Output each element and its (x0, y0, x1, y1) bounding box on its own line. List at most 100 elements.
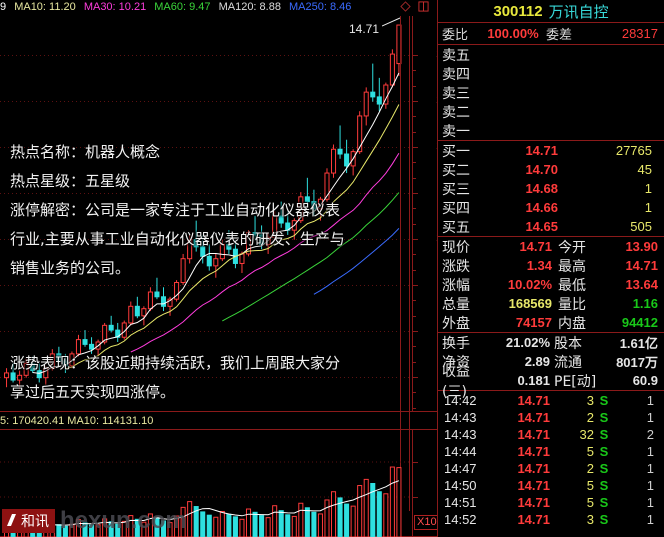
candlestick-series (4, 24, 402, 390)
order-book-row[interactable]: 买三 14.68 1 (438, 179, 664, 198)
statistic-value-2: 1.16 (632, 296, 658, 311)
tick-row[interactable]: 14:50 14.71 5 S 1 (438, 477, 664, 494)
stock-title[interactable]: 300112 万讯自控 (438, 0, 664, 22)
kline-chart-area[interactable]: 9 MA10: 11.20 MA30: 10.21 MA60: 9.47 MA1… (0, 0, 473, 537)
price-axis-tick (413, 101, 418, 102)
tick-volume: 32 (579, 427, 594, 442)
statistic-label: 涨跌 (442, 258, 470, 275)
fundamental-value-2: 1.61亿 (619, 336, 658, 351)
weicha-label: 委差 (546, 28, 573, 43)
tick-time: 14:47 (444, 461, 477, 476)
statistic-label: 外盘 (442, 315, 470, 332)
fundamental-value-2: 60.9 (632, 373, 658, 388)
chart-header-icons (400, 1, 429, 12)
statistic-value: 14.71 (519, 239, 552, 254)
price-axis-minor-tick (413, 162, 416, 164)
price-axis-minor-tick (413, 116, 416, 118)
overlay-hotspot-name: 热点名称：机器人概念 (10, 143, 161, 161)
fundamental-value: 21.02% (505, 335, 550, 350)
fundamental-row: 换手 21.02% 股本 1.61亿 (438, 333, 664, 352)
fundamental-label-2: 流通 (554, 354, 582, 371)
tick-volume: 5 (586, 444, 594, 459)
tick-price: 14.71 (517, 495, 550, 510)
tick-row[interactable]: 14:44 14.71 5 S 1 (438, 443, 664, 460)
statistic-row: 总量 168569 量比 1.16 (438, 294, 664, 313)
buy-order-book[interactable]: 买一 14.71 27765 买二 14.70 45 买三 14.68 1 买四 14.66 1 买五 1… (438, 140, 664, 236)
fundamental-label-2: PE[动] (554, 373, 597, 390)
tick-volume: 2 (586, 461, 594, 476)
order-level-label: 卖五 (442, 47, 470, 64)
price-axis-tick (413, 331, 418, 332)
weibi-value: 100.00% (487, 26, 539, 41)
tick-price: 14.71 (517, 410, 550, 425)
tick-direction: S (599, 427, 609, 442)
tick-price: 14.71 (517, 393, 550, 408)
order-level-label: 卖二 (442, 104, 470, 121)
tick-count: 1 (646, 461, 654, 476)
tick-volume: 3 (586, 512, 594, 527)
order-book-row[interactable]: 卖一 (438, 121, 664, 140)
statistic-row: 涨幅 10.02% 最低 13.64 (438, 275, 664, 294)
price-axis-tick (413, 55, 418, 56)
order-book-row[interactable]: 卖四 (438, 64, 664, 83)
watermark-domain-text: hexun.com (60, 506, 187, 534)
overlay-analysis-line-3: 销售业务的公司。 (10, 259, 131, 277)
square-icon[interactable] (418, 1, 429, 12)
statistic-label-2: 今开 (558, 239, 586, 256)
statistic-row: 现价 14.71 今开 13.90 (438, 237, 664, 256)
tick-price: 14.71 (517, 461, 550, 476)
fundamental-label-2: 股本 (554, 335, 582, 352)
tick-row[interactable]: 14:43 14.71 32 S 2 (438, 426, 664, 443)
tick-volume: 5 (586, 478, 594, 493)
price-grid (0, 16, 412, 411)
ma30-label: MA30: 10.21 (83, 1, 147, 13)
order-price: 14.66 (525, 200, 558, 215)
ma10-label: MA10: 11.20 (14, 1, 76, 13)
tick-direction: S (599, 444, 609, 459)
order-level-label: 卖一 (442, 123, 470, 140)
order-book-row[interactable]: 买一 14.71 27765 (438, 141, 664, 160)
order-level-label: 买三 (442, 181, 470, 198)
statistic-value-2: 13.90 (625, 239, 658, 254)
tick-trade-list[interactable]: 14:42 14.71 3 S 1 14:43 14.71 2 S 1 14:43 14.71 32 S 2… (438, 391, 664, 528)
order-book-row[interactable]: 买二 14.70 45 (438, 160, 664, 179)
tick-row[interactable]: 14:52 14.71 3 S 1 (438, 511, 664, 528)
price-axis-minor-tick (413, 361, 416, 363)
weicha-value: 28317 (621, 26, 658, 41)
price-axis-minor-tick (413, 131, 416, 133)
order-book-row[interactable]: 买五 14.65 505 (438, 217, 664, 236)
order-book-row[interactable]: 卖二 (438, 102, 664, 121)
moving-average-header: 9 MA10: 11.20 MA30: 10.21 MA60: 9.47 MA1… (0, 0, 437, 15)
tick-row[interactable]: 14:47 14.71 2 S 1 (438, 460, 664, 477)
overlay-trend-line-2: 享过后五天实现四涨停。 (10, 383, 176, 401)
price-axis-minor-tick (413, 177, 416, 179)
price-axis-minor-tick (413, 407, 416, 409)
watermark-logo: 和讯 (2, 508, 55, 533)
volume-axis-tick (413, 497, 418, 498)
tick-row[interactable]: 14:42 14.71 3 S 1 (438, 392, 664, 409)
tick-row[interactable]: 14:51 14.71 5 S 1 (438, 494, 664, 511)
order-volume: 27765 (615, 143, 652, 158)
statistic-label-2: 内盘 (558, 315, 586, 332)
order-book-row[interactable]: 卖五 (438, 45, 664, 64)
tick-direction: S (599, 495, 609, 510)
sell-order-book[interactable]: 卖五 卖四卖三卖二卖一 (438, 44, 664, 140)
tick-price: 14.71 (517, 512, 550, 527)
order-book-row[interactable]: 卖三 (438, 83, 664, 102)
price-axis-minor-tick (413, 85, 416, 87)
quote-fundamentals: 换手 21.02% 股本 1.61亿 净资 2.89 流通 8017万 收益(三) 0.181 PE… (438, 332, 664, 400)
order-level-label: 卖三 (442, 85, 470, 102)
diamond-icon[interactable] (400, 1, 411, 12)
tick-row[interactable]: 14:43 14.71 2 S 1 (438, 409, 664, 426)
tick-count: 1 (646, 393, 654, 408)
ma120-label: MA120: 8.88 (218, 1, 281, 13)
statistic-label: 涨幅 (442, 277, 470, 294)
volume-scale-badge: X10 (414, 515, 440, 530)
tick-time: 14:52 (444, 512, 477, 527)
tick-price: 14.71 (517, 444, 550, 459)
order-ratio-row: 委比 100.00% 委差 28317 (438, 22, 664, 44)
tick-count: 1 (646, 512, 654, 527)
statistic-value-2: 14.71 (625, 258, 658, 273)
tick-direction: S (599, 461, 609, 476)
order-book-row[interactable]: 买四 14.66 1 (438, 198, 664, 217)
